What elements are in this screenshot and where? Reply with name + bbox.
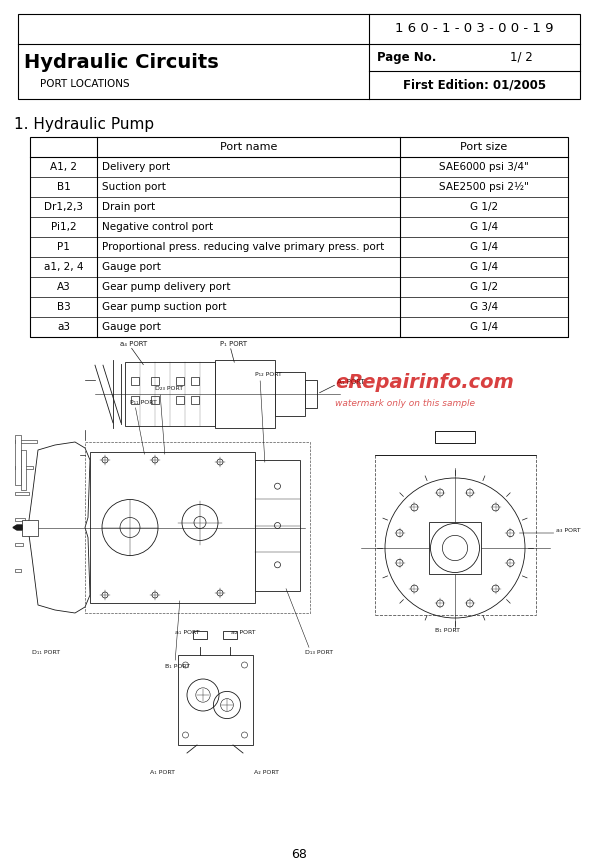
Bar bbox=[215, 360, 275, 428]
Bar bbox=[15, 440, 37, 443]
Text: B1: B1 bbox=[57, 182, 71, 192]
Text: Drain port: Drain port bbox=[102, 202, 155, 212]
Text: B₁ PORT: B₁ PORT bbox=[435, 627, 460, 632]
Text: Gear pump delivery port: Gear pump delivery port bbox=[102, 282, 230, 292]
Text: Page No.: Page No. bbox=[377, 51, 437, 64]
Bar bbox=[125, 362, 215, 426]
Text: SAE2500 psi 2½": SAE2500 psi 2½" bbox=[439, 182, 529, 192]
Text: a₃ PORT: a₃ PORT bbox=[557, 529, 581, 533]
Text: G 1/4: G 1/4 bbox=[470, 242, 498, 252]
Text: Gear pump suction port: Gear pump suction port bbox=[102, 302, 227, 312]
Text: Proportional press. reducing valve primary press. port: Proportional press. reducing valve prima… bbox=[102, 242, 385, 252]
Text: a3: a3 bbox=[57, 322, 70, 332]
Bar bbox=[176, 397, 184, 404]
Text: G 1/4: G 1/4 bbox=[470, 322, 498, 332]
Text: 1 6 0 - 1 - 0 3 - 0 0 - 1 9: 1 6 0 - 1 - 0 3 - 0 0 - 1 9 bbox=[395, 22, 554, 35]
Text: watermark only on this sample: watermark only on this sample bbox=[335, 399, 475, 409]
Text: D₂₃ PORT: D₂₃ PORT bbox=[155, 385, 183, 391]
Bar bbox=[305, 379, 317, 409]
Bar bbox=[15, 518, 25, 520]
Text: A1, 2: A1, 2 bbox=[50, 162, 77, 172]
Text: G 1/2: G 1/2 bbox=[470, 282, 498, 292]
Text: D₁₃ PORT: D₁₃ PORT bbox=[305, 651, 333, 656]
Bar bbox=[90, 452, 255, 603]
Text: Suction port: Suction port bbox=[102, 182, 166, 192]
Bar bbox=[151, 378, 159, 385]
FancyArrow shape bbox=[13, 525, 22, 530]
Bar bbox=[255, 460, 300, 591]
Bar bbox=[15, 492, 29, 495]
Bar bbox=[18, 14, 580, 99]
Bar bbox=[191, 378, 199, 385]
Bar bbox=[223, 631, 237, 639]
Text: Port name: Port name bbox=[220, 142, 277, 152]
Text: P₁ PORT: P₁ PORT bbox=[220, 341, 247, 347]
Bar bbox=[435, 431, 475, 443]
Text: G 1/4: G 1/4 bbox=[470, 262, 498, 272]
Bar bbox=[193, 631, 207, 639]
Bar bbox=[85, 442, 310, 613]
Bar bbox=[15, 466, 33, 469]
Bar bbox=[176, 378, 184, 385]
Text: Negative control port: Negative control port bbox=[102, 222, 213, 232]
Text: G 1/4: G 1/4 bbox=[470, 222, 498, 232]
Bar bbox=[429, 522, 481, 575]
Text: eRepairinfo.com: eRepairinfo.com bbox=[335, 372, 514, 391]
Bar bbox=[15, 435, 21, 485]
Text: A3: A3 bbox=[57, 282, 71, 292]
Text: 68: 68 bbox=[291, 848, 307, 861]
Bar bbox=[131, 397, 139, 404]
Text: a₁ PORT: a₁ PORT bbox=[175, 631, 199, 636]
Text: First Edition: 01/2005: First Edition: 01/2005 bbox=[403, 79, 546, 92]
Text: A₁ PORT: A₁ PORT bbox=[337, 379, 365, 385]
Text: SAE6000 psi 3/4": SAE6000 psi 3/4" bbox=[439, 162, 529, 172]
Text: PORT LOCATIONS: PORT LOCATIONS bbox=[40, 79, 130, 89]
Bar bbox=[191, 397, 199, 404]
Text: a1, 2, 4: a1, 2, 4 bbox=[44, 262, 83, 272]
Text: G 3/4: G 3/4 bbox=[470, 302, 498, 312]
Bar bbox=[151, 397, 159, 404]
Text: A₁ PORT: A₁ PORT bbox=[151, 771, 175, 776]
Text: Gauge port: Gauge port bbox=[102, 322, 161, 332]
Text: 1. Hydraulic Pump: 1. Hydraulic Pump bbox=[14, 118, 154, 132]
Text: Hydraulic Circuits: Hydraulic Circuits bbox=[24, 53, 219, 72]
Text: Pi1,2: Pi1,2 bbox=[51, 222, 77, 232]
Text: B3: B3 bbox=[57, 302, 71, 312]
Text: P₁₂ PORT: P₁₂ PORT bbox=[255, 372, 282, 378]
Text: Port size: Port size bbox=[460, 142, 508, 152]
Bar bbox=[21, 450, 26, 490]
Bar bbox=[275, 372, 305, 416]
Bar bbox=[178, 655, 252, 745]
Text: B₁ PORT: B₁ PORT bbox=[165, 664, 190, 670]
Bar bbox=[30, 137, 568, 337]
Text: Gauge port: Gauge port bbox=[102, 262, 161, 272]
Text: a₂ PORT: a₂ PORT bbox=[231, 631, 255, 636]
Polygon shape bbox=[28, 442, 90, 613]
Text: G 1/2: G 1/2 bbox=[470, 202, 498, 212]
Text: Delivery port: Delivery port bbox=[102, 162, 170, 172]
Text: Dr1,2,3: Dr1,2,3 bbox=[44, 202, 83, 212]
Text: A₂ PORT: A₂ PORT bbox=[255, 771, 279, 776]
Text: 1/ 2: 1/ 2 bbox=[509, 51, 532, 64]
Text: P₁₁ PORT: P₁₁ PORT bbox=[130, 399, 157, 404]
Text: P1: P1 bbox=[57, 242, 70, 252]
Bar bbox=[15, 543, 23, 546]
Bar bbox=[22, 519, 38, 536]
Bar bbox=[15, 569, 21, 572]
Text: a₄ PORT: a₄ PORT bbox=[120, 341, 147, 347]
Text: D₁₁ PORT: D₁₁ PORT bbox=[32, 651, 60, 656]
Bar bbox=[131, 378, 139, 385]
